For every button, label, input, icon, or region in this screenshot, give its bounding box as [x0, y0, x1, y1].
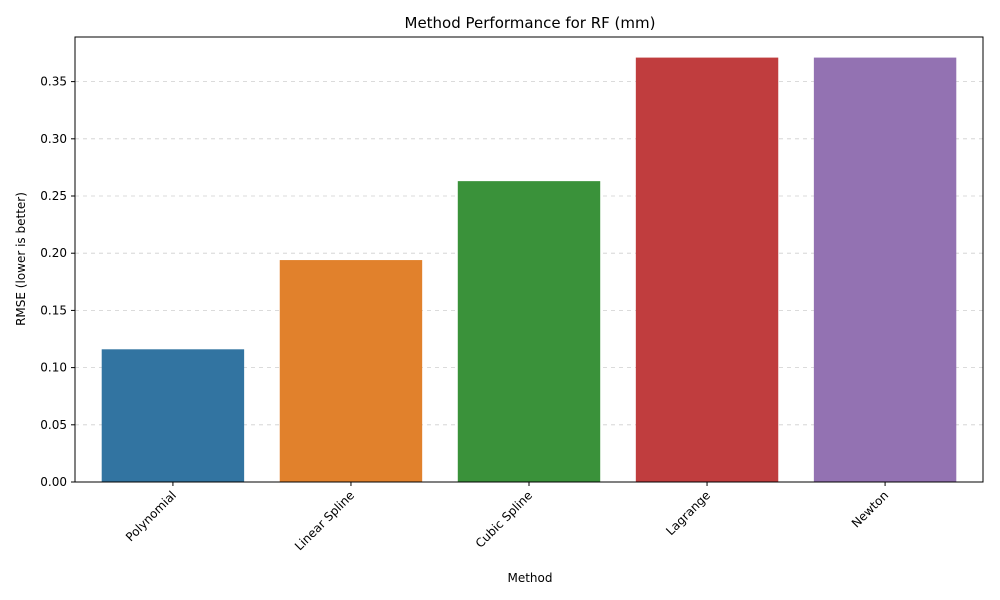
bar-cubic-spline	[457, 181, 601, 482]
y-axis-ticks: 0.00 0.05 0.10 0.15 0.20 0.25 0.30 0.35	[40, 75, 75, 489]
chart-title: Method Performance for RF (mm)	[405, 14, 656, 32]
bar-newton	[813, 57, 957, 483]
y-tick-label: 0.05	[40, 418, 67, 432]
y-axis-label: RMSE (lower is better)	[14, 192, 28, 326]
bar-linear-spline	[279, 260, 423, 482]
x-tick-label: Cubic Spline	[473, 488, 535, 550]
y-tick-label: 0.15	[40, 303, 67, 317]
y-tick-label: 0.35	[40, 75, 67, 89]
bars-layer	[101, 57, 957, 483]
x-tick-label: Linear Spline	[292, 488, 357, 553]
y-tick-label: 0.10	[40, 361, 67, 375]
x-tick-label: Polynomial	[123, 488, 179, 544]
x-axis-ticks: Polynomial Linear Spline Cubic Spline Lagra…	[123, 482, 891, 553]
x-tick-label: Lagrange	[663, 488, 713, 538]
bar-polynomial	[101, 349, 245, 482]
y-tick-label: 0.00	[40, 475, 67, 489]
x-tick-label: Newton	[849, 488, 891, 530]
y-tick-label: 0.20	[40, 246, 67, 260]
y-tick-label: 0.30	[40, 132, 67, 146]
x-axis-label: Method	[507, 571, 552, 585]
y-tick-label: 0.25	[40, 189, 67, 203]
bar-lagrange	[635, 57, 779, 483]
plot-frame	[74, 36, 984, 483]
